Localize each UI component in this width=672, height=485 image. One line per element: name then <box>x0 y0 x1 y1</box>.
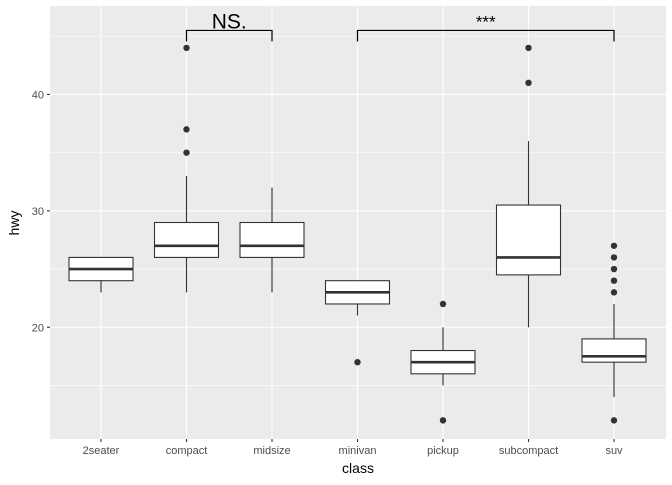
y-tick-label: 30 <box>32 206 44 218</box>
annotation-layer: NS. *** <box>185 10 615 42</box>
x-axis-title: class <box>342 460 374 476</box>
bracket-line <box>356 29 615 42</box>
box-iqr <box>495 204 562 276</box>
outlier-point <box>439 300 447 308</box>
box-minivan <box>324 280 391 366</box>
x-tick-label: subcompact <box>499 445 558 457</box>
box-layer <box>68 44 647 424</box>
outlier-point <box>183 149 190 156</box>
box-suv <box>581 242 647 424</box>
x-tick-label: compact <box>166 445 208 457</box>
outlier-point <box>610 242 618 249</box>
significance-bracket: NS. <box>185 10 273 42</box>
x-tick-label: midsize <box>253 445 290 457</box>
box-compact <box>153 44 220 293</box>
x-tick-label: minivan <box>339 445 377 457</box>
outlier-point <box>354 358 361 366</box>
outlier-point <box>525 79 532 87</box>
y-tick-label: 20 <box>32 322 44 334</box>
outlier-point <box>183 44 190 52</box>
outlier-point <box>610 277 618 284</box>
box-pickup <box>410 300 476 424</box>
significance-label: NS. <box>212 10 247 33</box>
x-tick-label: 2seater <box>83 445 120 457</box>
outlier-point <box>610 254 618 261</box>
outlier-point <box>525 44 532 52</box>
outlier-point <box>610 265 618 273</box>
box-iqr <box>153 221 220 258</box>
x-tick-label: pickup <box>427 445 459 457</box>
box-subcompact <box>495 44 562 328</box>
box-iqr <box>581 338 647 363</box>
bracket-line <box>185 29 273 42</box>
axis-layer: 20 30 40 2seater compact midsize minivan pickup… <box>32 89 623 457</box>
y-tick-label: 40 <box>32 89 44 101</box>
x-tick-label: suv <box>605 445 623 457</box>
significance-bracket: *** <box>356 12 615 42</box>
outlier-point <box>439 417 447 424</box>
outlier-point <box>183 126 190 133</box>
outlier-point <box>610 417 618 424</box>
box-2seater <box>68 256 134 293</box>
y-axis-title: hwy <box>6 211 22 236</box>
box-iqr <box>239 221 305 258</box>
significance-label: *** <box>476 12 496 31</box>
box-midsize <box>239 187 305 293</box>
outlier-point <box>610 289 618 296</box>
